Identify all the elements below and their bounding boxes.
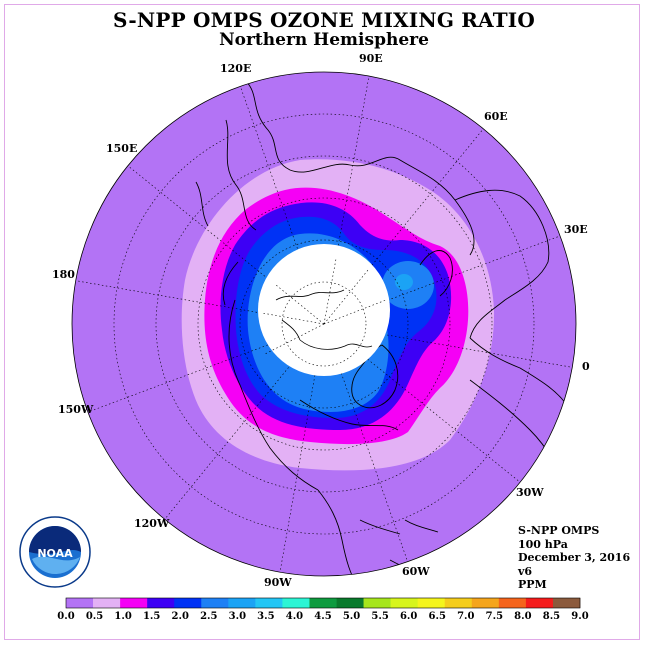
legend-tick-label: 6.0 [400,611,417,622]
lon-label-90w: 90W [264,576,292,589]
legend-swatch [417,598,446,608]
legend-swatch [201,598,229,608]
legend-swatch [255,598,283,608]
legend-swatch [552,598,581,608]
legend-tick-label: 0.5 [86,611,103,622]
noaa-logo-text: NOAA [37,547,73,560]
legend-tick-label: 9.0 [571,611,588,622]
legend-swatch [498,598,527,608]
map-subtitle: Northern Hemisphere [219,30,429,50]
no-data-cap [258,244,390,376]
image-frame [4,4,640,640]
lon-label-180: 180 [52,268,75,281]
legend-swatch [390,598,418,608]
legend-swatch [228,598,256,608]
lon-label-120w: 120W [134,517,170,530]
legend-tick-label: 2.0 [172,611,189,622]
legend-tick-label: 3.0 [229,611,246,622]
contour-core-europe [395,274,413,290]
legend-tick-label: 1.5 [143,611,160,622]
legend-swatch [336,598,364,608]
legend-tick-label: 5.0 [343,611,360,622]
info-date: December 3, 2016 [518,551,631,564]
longitude-labels: 90E 60E 30E 0 30W 60W 90W 120W 150W 180 … [52,52,590,589]
legend-swatch [147,598,175,608]
lon-label-150e: 150E [106,142,137,155]
info-block: S-NPP OMPS 100 hPa December 3, 2016 v6 P… [518,524,630,592]
legend-swatch [174,598,202,608]
lon-label-60e: 60E [484,110,508,123]
legend-swatch [120,598,148,608]
legend-tick-label: 5.5 [371,611,388,622]
legend-tick-label: 3.5 [257,611,274,622]
noaa-logo: NOAA [19,516,91,588]
legend-swatch [282,598,310,608]
legend-swatch [525,598,554,608]
legend-tick-label: 8.5 [543,611,560,622]
legend-tick-label: 0.0 [57,611,74,622]
legend-swatch [66,598,94,608]
info-version: v6 [518,564,533,578]
legend-swatch [444,598,473,608]
info-units: PPM [518,578,547,591]
legend-tick-label: 7.0 [457,611,474,622]
legend-tick-label: 2.5 [200,611,217,622]
lon-label-30e: 30E [564,223,588,236]
lon-label-150w: 150W [58,403,94,416]
lon-label-0: 0 [582,360,590,373]
legend-swatch [309,598,337,608]
legend-border [65,597,581,609]
info-level: 100 hPa [518,537,568,551]
lon-label-120e: 120E [220,62,251,75]
lon-label-90e: 90E [359,52,383,65]
legend-swatch [471,598,500,608]
legend-tick-label: 6.5 [429,611,446,622]
coastlines [195,79,571,576]
legend-tick-label: 7.5 [486,611,503,622]
legend-tick-label: 1.0 [114,611,131,622]
polar-coastlines [275,289,373,350]
lon-label-30w: 30W [516,486,544,499]
map-title: S-NPP OMPS OZONE MIXING RATIO [113,8,535,32]
color-legend: 0.0 0.5 1.0 1.5 2.0 2.5 3.0 3.5 4.0 4.5 5.0 5.5 6.0 6… [57,597,589,622]
polar-graticule [261,258,387,367]
lon-label-60w: 60W [402,565,430,578]
legend-swatch [93,598,121,608]
info-instrument: S-NPP OMPS [518,524,600,537]
legend-tick-label: 4.5 [314,611,331,622]
legend-tick-label: 4.0 [286,611,303,622]
legend-swatch [363,598,391,608]
legend-tick-label: 8.0 [514,611,531,622]
